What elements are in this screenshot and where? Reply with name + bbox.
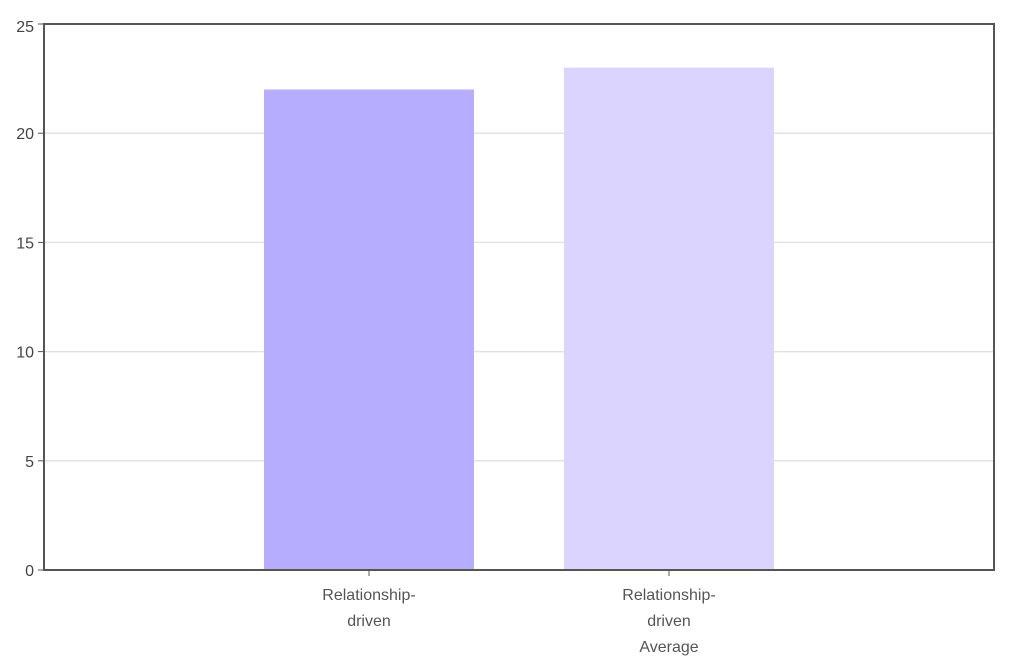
x-tick-label-line: Average <box>639 639 698 656</box>
y-tick-label: 0 <box>25 563 34 580</box>
y-tick-label: 15 <box>16 235 34 252</box>
x-tick-label: Relationship-driven Average <box>622 587 715 656</box>
y-tick-label: 10 <box>16 345 34 362</box>
y-tick-label: 20 <box>16 126 34 143</box>
x-tick-label: Relationship-driven <box>322 587 415 630</box>
y-axis-ticks: 0 5 10 15 20 25 <box>16 19 44 580</box>
x-tick-label-line: driven <box>647 613 691 630</box>
plot-frame <box>43 23 995 571</box>
x-tick-label-line: Relationship- <box>622 587 715 604</box>
x-tick-label-line: driven <box>347 613 391 630</box>
gridlines <box>44 132 994 462</box>
y-tick-label: 25 <box>16 19 34 36</box>
bar-1 <box>264 89 474 571</box>
bar-2 <box>564 67 774 571</box>
y-tick-label: 5 <box>25 454 34 471</box>
bars <box>264 67 774 571</box>
x-tick-label-line: Relationship- <box>322 587 415 604</box>
